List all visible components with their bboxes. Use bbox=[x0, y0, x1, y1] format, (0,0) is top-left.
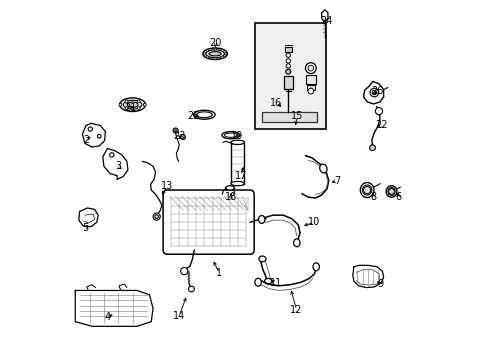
Text: 2: 2 bbox=[82, 135, 89, 145]
Circle shape bbox=[285, 64, 290, 68]
Ellipse shape bbox=[258, 216, 264, 224]
Bar bbox=[284, 47, 291, 51]
Ellipse shape bbox=[230, 181, 244, 186]
Circle shape bbox=[214, 48, 216, 50]
Circle shape bbox=[214, 57, 216, 59]
Ellipse shape bbox=[196, 112, 212, 118]
Ellipse shape bbox=[193, 110, 215, 119]
Circle shape bbox=[307, 65, 313, 71]
Circle shape bbox=[388, 189, 394, 194]
Ellipse shape bbox=[222, 132, 239, 139]
Ellipse shape bbox=[127, 102, 138, 107]
Bar bbox=[284, 76, 292, 89]
Ellipse shape bbox=[205, 50, 224, 58]
Bar bbox=[230, 142, 244, 184]
Circle shape bbox=[307, 88, 313, 94]
Circle shape bbox=[173, 128, 178, 133]
Circle shape bbox=[363, 186, 370, 194]
Ellipse shape bbox=[258, 256, 265, 262]
Circle shape bbox=[203, 53, 205, 55]
Ellipse shape bbox=[264, 278, 271, 284]
Text: 21: 21 bbox=[124, 103, 136, 113]
Text: 11: 11 bbox=[269, 278, 282, 288]
Text: 23: 23 bbox=[173, 131, 185, 141]
FancyBboxPatch shape bbox=[163, 190, 254, 254]
Bar bbox=[254, 23, 325, 129]
Circle shape bbox=[224, 53, 226, 55]
Text: 20: 20 bbox=[209, 38, 222, 48]
Circle shape bbox=[305, 63, 316, 73]
Ellipse shape bbox=[360, 183, 373, 198]
Circle shape bbox=[375, 108, 382, 115]
Circle shape bbox=[371, 90, 376, 95]
Bar bbox=[306, 85, 314, 90]
Text: 24: 24 bbox=[320, 17, 332, 27]
Text: 5: 5 bbox=[81, 224, 88, 233]
Bar bbox=[305, 75, 315, 84]
Circle shape bbox=[125, 100, 128, 103]
Text: 6: 6 bbox=[395, 192, 401, 202]
Ellipse shape bbox=[208, 51, 221, 56]
Text: 16: 16 bbox=[269, 98, 282, 108]
Circle shape bbox=[206, 49, 208, 51]
Text: 18: 18 bbox=[224, 192, 237, 202]
Circle shape bbox=[137, 100, 140, 103]
Text: 12: 12 bbox=[290, 305, 302, 315]
Text: 22: 22 bbox=[374, 121, 387, 130]
Circle shape bbox=[188, 286, 194, 292]
Circle shape bbox=[155, 215, 158, 219]
Text: 10: 10 bbox=[307, 217, 320, 227]
Text: 14: 14 bbox=[173, 311, 185, 320]
Circle shape bbox=[180, 134, 185, 139]
Circle shape bbox=[153, 213, 160, 220]
Circle shape bbox=[285, 53, 290, 57]
Circle shape bbox=[369, 145, 375, 150]
Ellipse shape bbox=[293, 239, 300, 247]
Text: 3: 3 bbox=[115, 161, 121, 171]
Text: 25: 25 bbox=[187, 111, 200, 121]
Circle shape bbox=[109, 153, 114, 157]
Text: 13: 13 bbox=[161, 181, 173, 192]
Ellipse shape bbox=[254, 278, 261, 286]
Circle shape bbox=[221, 49, 224, 51]
Ellipse shape bbox=[225, 186, 234, 190]
Text: 1: 1 bbox=[216, 268, 222, 278]
Circle shape bbox=[285, 59, 290, 63]
Circle shape bbox=[206, 56, 208, 58]
Ellipse shape bbox=[387, 188, 394, 195]
Circle shape bbox=[119, 103, 122, 106]
Circle shape bbox=[180, 267, 187, 275]
Ellipse shape bbox=[362, 185, 371, 195]
Text: 15: 15 bbox=[291, 111, 303, 121]
Circle shape bbox=[97, 134, 101, 138]
Text: 8: 8 bbox=[370, 192, 376, 202]
Ellipse shape bbox=[120, 98, 145, 112]
Circle shape bbox=[88, 127, 92, 131]
Text: 4: 4 bbox=[104, 312, 110, 322]
Circle shape bbox=[285, 69, 290, 74]
Bar bbox=[261, 112, 317, 122]
Ellipse shape bbox=[386, 186, 396, 197]
Ellipse shape bbox=[123, 100, 142, 109]
Ellipse shape bbox=[319, 164, 326, 173]
Circle shape bbox=[221, 56, 224, 58]
Ellipse shape bbox=[224, 133, 237, 137]
Ellipse shape bbox=[203, 48, 227, 59]
Circle shape bbox=[143, 103, 146, 106]
Text: 26: 26 bbox=[371, 86, 383, 96]
Text: 7: 7 bbox=[333, 176, 340, 186]
Circle shape bbox=[125, 107, 128, 109]
Text: 17: 17 bbox=[234, 171, 246, 181]
Circle shape bbox=[137, 107, 140, 109]
Ellipse shape bbox=[312, 263, 319, 271]
Ellipse shape bbox=[230, 140, 244, 144]
Circle shape bbox=[174, 129, 177, 132]
Text: 9: 9 bbox=[376, 279, 382, 289]
Text: 19: 19 bbox=[230, 131, 242, 141]
Circle shape bbox=[369, 88, 378, 97]
